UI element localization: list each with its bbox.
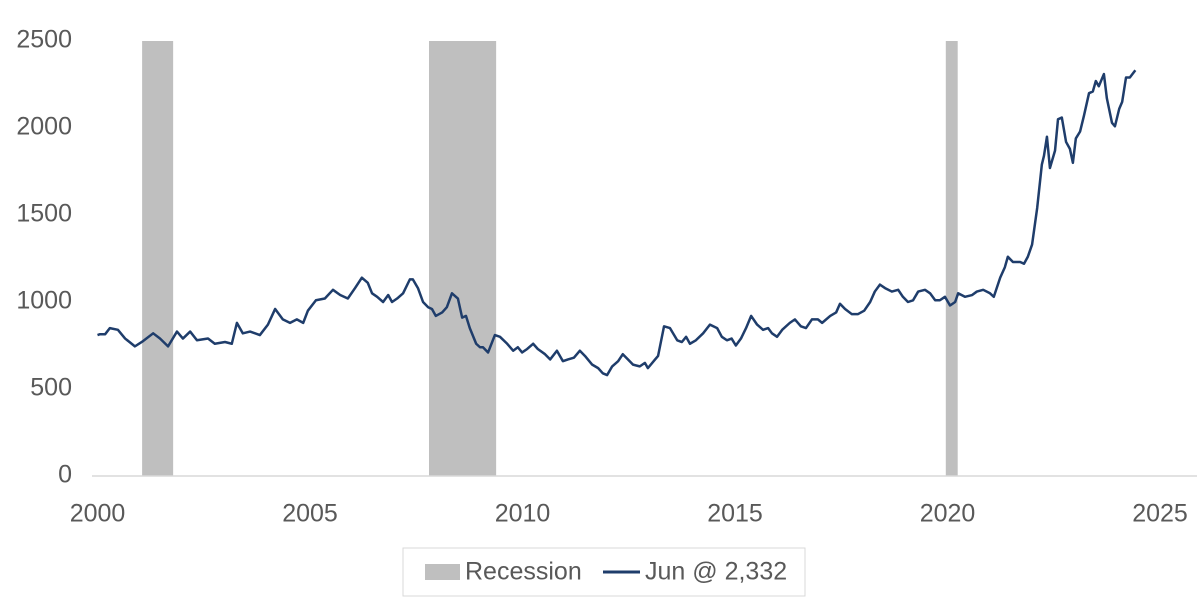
legend-label: Jun @ 2,332 [645, 558, 787, 586]
recession-band [945, 41, 958, 476]
y-tick-label: 2000 [16, 113, 72, 141]
recession-band [429, 41, 497, 476]
x-tick-label: 2000 [70, 500, 126, 528]
legend-swatch [425, 564, 460, 580]
y-tick-label: 1500 [16, 200, 72, 228]
x-tick-label: 2025 [1132, 500, 1188, 528]
legend-label: Recession [465, 558, 582, 586]
x-tick-label: 2005 [282, 500, 338, 528]
x-tick-label: 2020 [920, 500, 976, 528]
x-tick-label: 2010 [495, 500, 551, 528]
y-tick-label: 0 [58, 461, 72, 489]
recession-band [142, 41, 174, 476]
y-tick-label: 1000 [16, 287, 72, 315]
y-tick-label: 500 [30, 374, 72, 402]
data-line [97, 69, 1137, 377]
x-tick-label: 2015 [707, 500, 763, 528]
y-tick-label: 2500 [16, 26, 72, 54]
legend-box [402, 547, 806, 597]
